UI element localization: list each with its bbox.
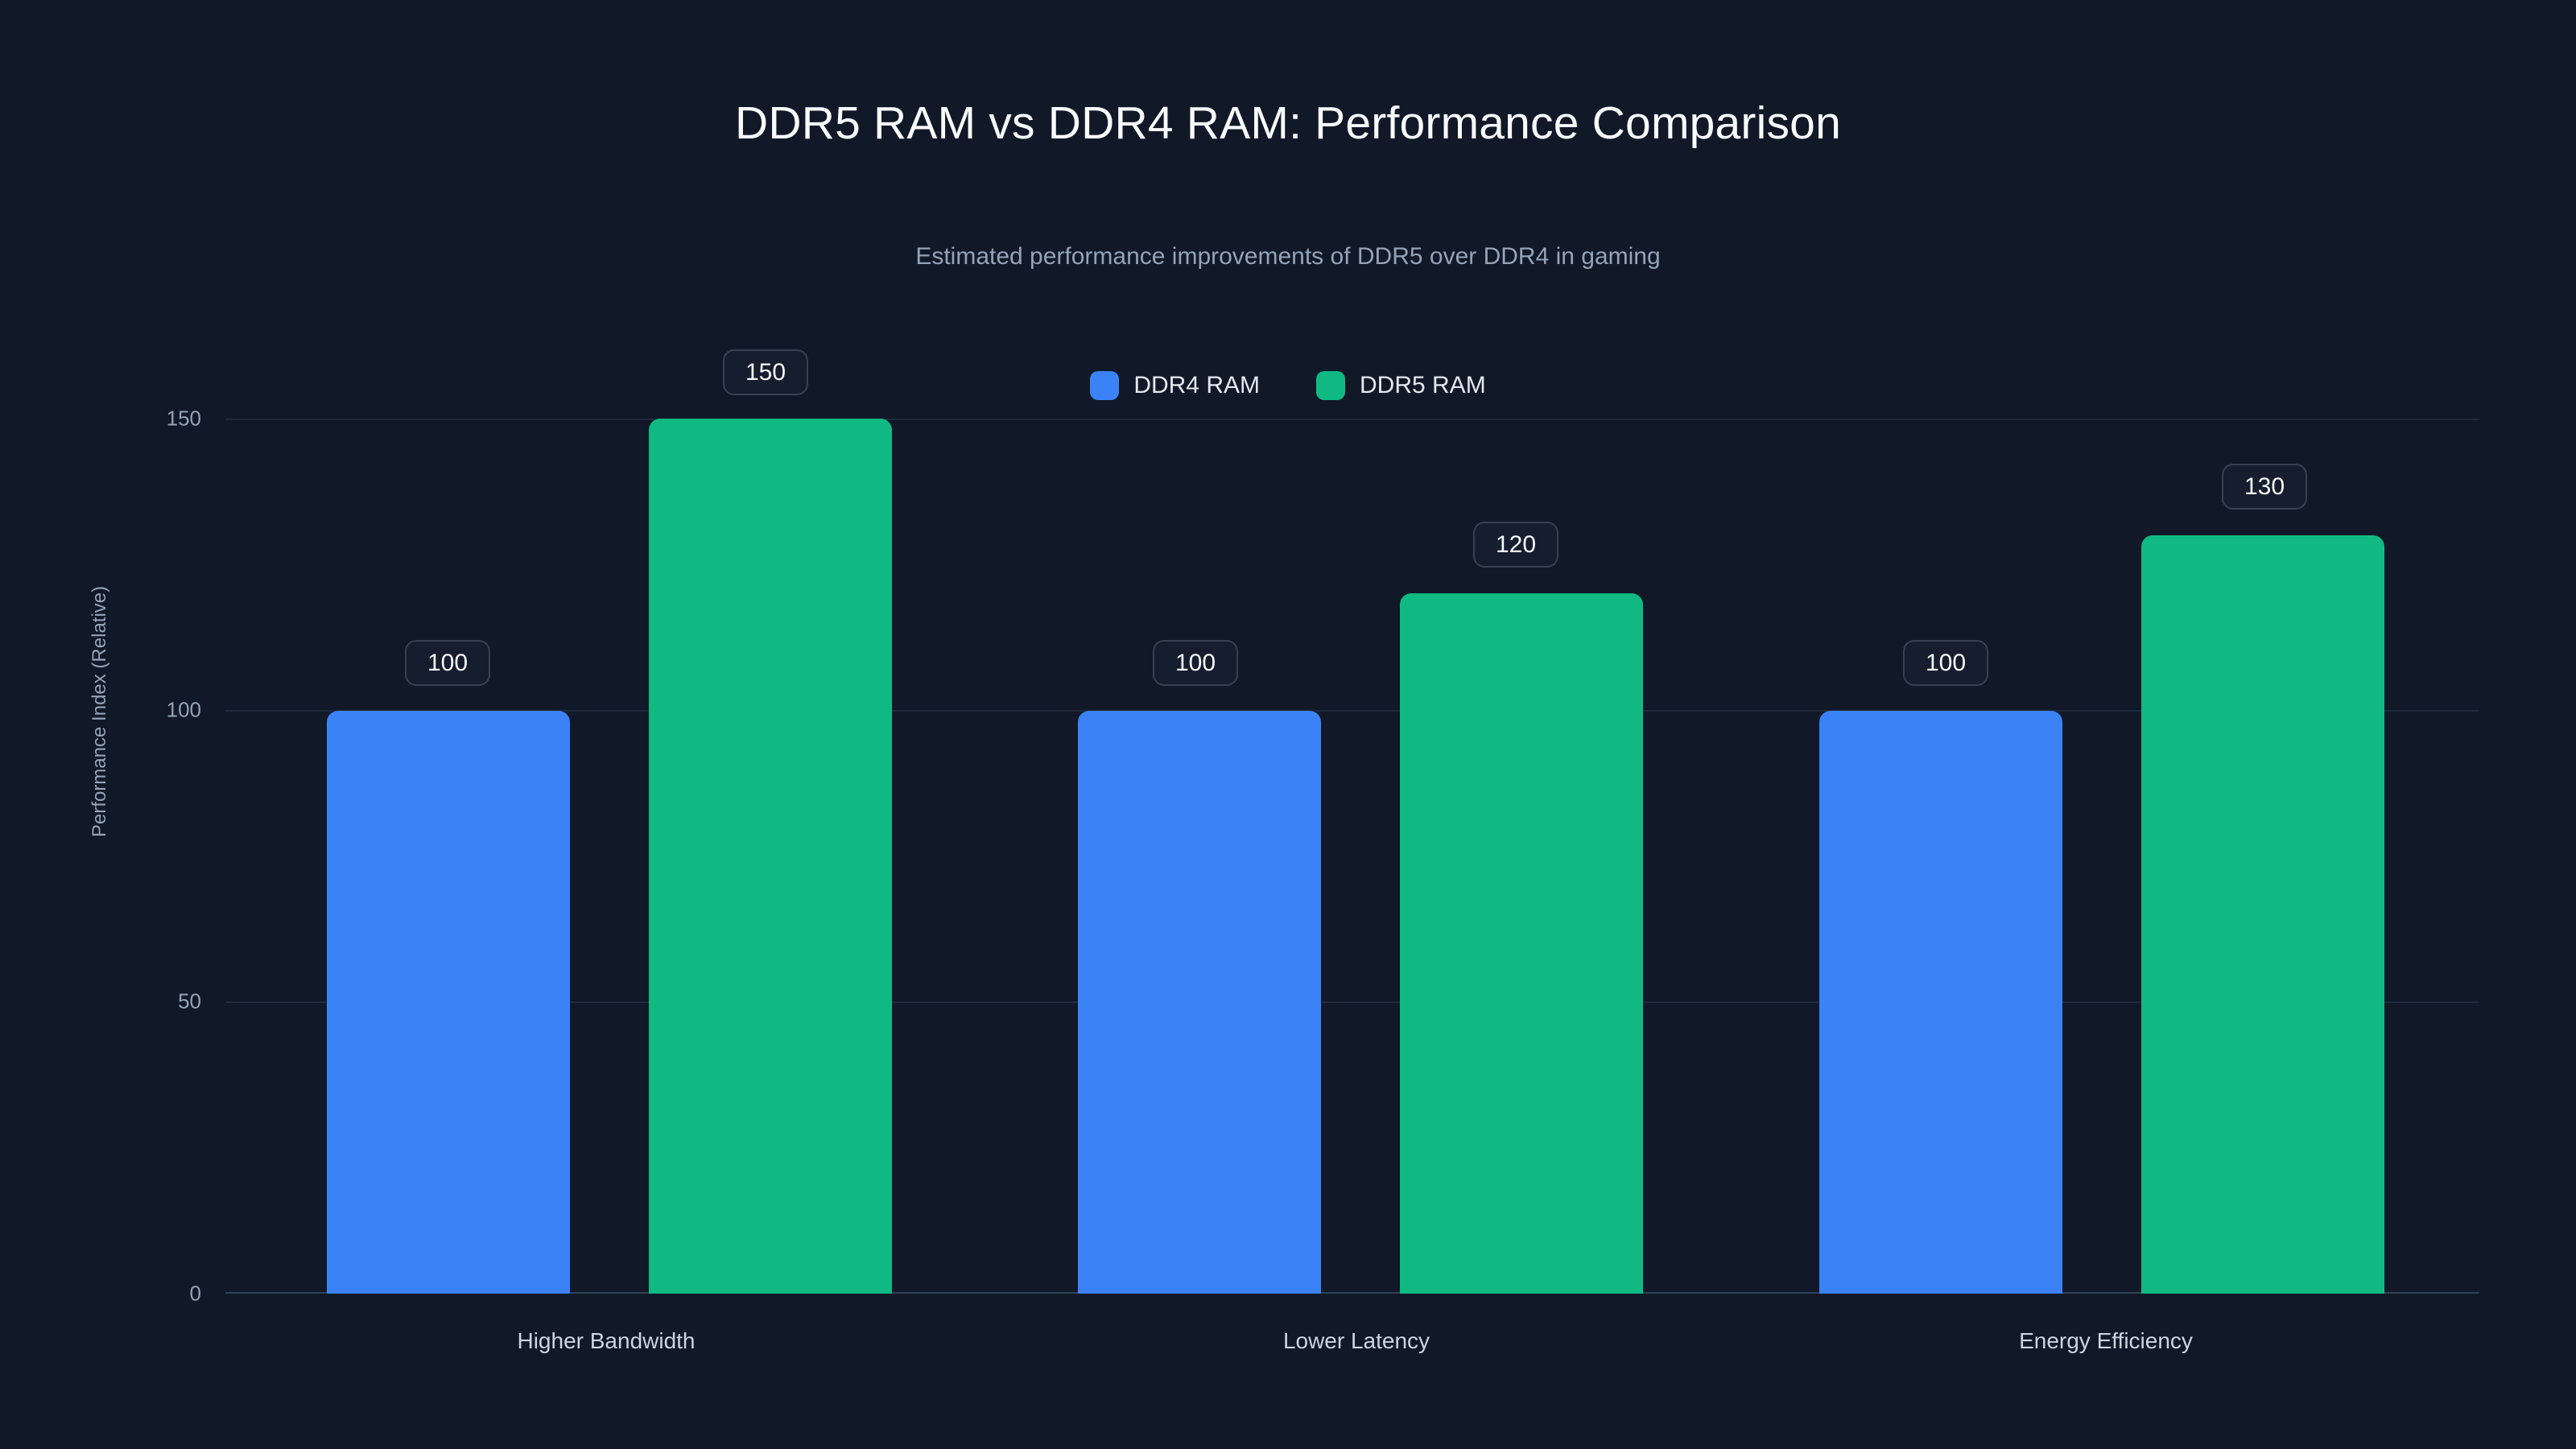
y-tick-label-150: 150 [166,406,201,431]
gridline-50 [225,1001,2479,1003]
legend-swatch-icon-ddr4 [1090,371,1120,400]
bar-ddr4-lower-latency[interactable] [1078,711,1321,1294]
x-category-label-energy-efficiency: Energy Efficiency [2019,1328,2193,1353]
y-tick-label-0: 0 [189,1281,201,1306]
gridline-100 [225,710,2479,712]
legend-swatch-icon-ddr5 [1316,371,1345,400]
chart-subtitle: Estimated performance improvements of DD… [915,243,1661,270]
legend-label-ddr5: DDR5 RAM [1360,372,1486,398]
legend-item-ddr5[interactable]: DDR5 RAM [1316,371,1486,400]
value-badge-ddr4-lower-latency: 100 [1152,640,1239,686]
legend-label-ddr4: DDR4 RAM [1133,372,1260,398]
x-category-label-lower-latency: Lower Latency [1282,1328,1430,1353]
y-tick-label-50: 50 [178,989,201,1013]
gridline-150 [225,419,2479,420]
chart-legend: DDR4 RAM DDR5 RAM [0,371,2576,400]
bar-ddr5-higher-bandwidth[interactable] [649,419,892,1294]
bar-ddr5-lower-latency[interactable] [1400,593,1643,1294]
bar-ddr4-energy-efficiency[interactable] [1819,711,2062,1294]
chart-title: DDR5 RAM vs DDR4 RAM: Performance Compar… [735,97,1841,149]
legend-item-ddr4[interactable]: DDR4 RAM [1090,371,1260,400]
value-badge-ddr4-higher-bandwidth: 100 [404,640,491,686]
y-tick-label-100: 100 [166,697,201,722]
x-axis-baseline [225,1292,2479,1294]
x-category-label-higher-bandwidth: Higher Bandwidth [517,1328,696,1353]
value-badge-ddr5-energy-efficiency: 130 [2221,464,2308,510]
value-badge-ddr4-energy-efficiency: 100 [1902,640,1989,686]
bar-ddr4-higher-bandwidth[interactable] [327,711,570,1294]
plot-area [225,419,2479,1294]
value-badge-ddr5-lower-latency: 120 [1472,522,1559,568]
value-badge-ddr5-higher-bandwidth: 150 [722,349,809,395]
bar-ddr5-energy-efficiency[interactable] [2141,535,2384,1294]
